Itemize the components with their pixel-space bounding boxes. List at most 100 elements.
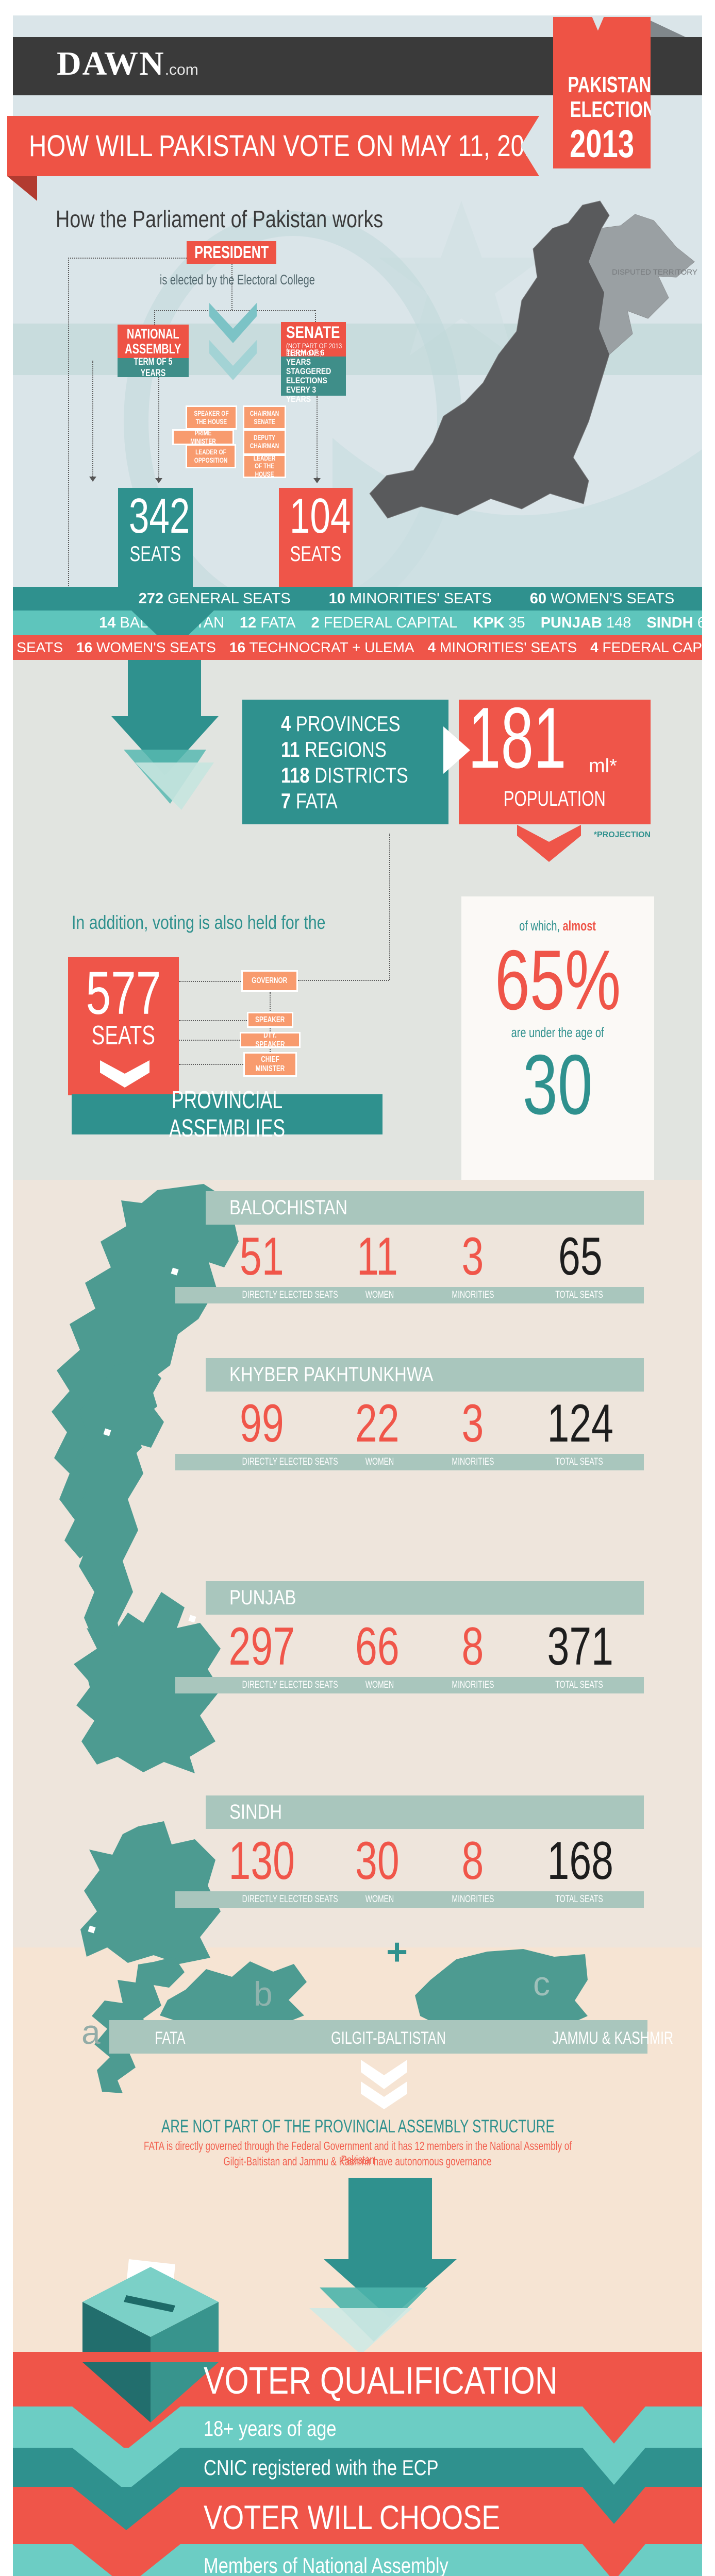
punjab-minorities: 8 [461, 1617, 484, 1676]
jammu-kashmir-map [415, 1949, 588, 2039]
elected-by-text: is elected by the Electoral College [129, 272, 345, 288]
population-value: 181 [468, 689, 567, 786]
dash-577-dty [179, 1040, 240, 1041]
pa-official-chief-minister-label: CHIEF MINISTER [255, 1055, 285, 1073]
projection-footnote-text: *PROJECTION [593, 831, 651, 839]
age-prefix: of which, [519, 918, 560, 934]
senate-box: SENATE (NOT PART OF 2013 ELECTIONS) [281, 322, 346, 358]
regions-2-rest: FEDERAL CAPITAL [323, 614, 458, 631]
president-label: PRESIDENT [194, 242, 269, 262]
na-official-opposition-label: LEADER OF OPPOSITION [194, 447, 228, 464]
kpk-total: 124 [547, 1394, 614, 1453]
pa-official-chief-minister: CHIEF MINISTER [243, 1052, 297, 1077]
pakistan-map: DISPUTED TERRITORY [369, 200, 697, 519]
sindh-directly-elected: 130 [228, 1831, 295, 1891]
regions-4-bold: PUNJAB [540, 614, 602, 631]
na-term-box: TERM OF 5 YEARS [118, 357, 189, 379]
na-seats-block: 342 SEATS [118, 488, 193, 587]
pa-seats-block: 577 SEATS [68, 957, 179, 1095]
punjab-map [74, 1592, 221, 1773]
balochistan-labels-band: DIRECTLY ELECTED SEATS WOMEN MINORITIES … [175, 1287, 644, 1303]
regions-3-bold: KPK [473, 614, 505, 631]
kpk-women: 22 [355, 1394, 400, 1453]
bottom-teal-arrow [309, 2178, 457, 2354]
question-text: HOW WILL PAKISTAN VOTE ON MAY 11, 2013? [29, 129, 566, 163]
dawn-logo[interactable]: DAWN.com [57, 44, 198, 83]
provincial-assemblies-banner: PROVINCIAL ASSEMBLIES [72, 1087, 383, 1142]
dash-to-na [154, 310, 155, 325]
elected-by-label: is elected by the Electoral College [159, 272, 315, 287]
na-breakdown-band: 272 GENERAL SEATS 10 MINORITIES' SEATS 6… [13, 587, 702, 611]
addition-lead-text: In addition, voting is also held for the [72, 912, 381, 934]
na-arrow-notch [131, 611, 214, 650]
population-label: POPULATION [503, 786, 606, 810]
kpk-minorities: 3 [461, 1394, 484, 1453]
territory-letter-c: c [533, 1964, 550, 2003]
dawn-logo-text: DAWN [57, 45, 165, 82]
notch-3r [583, 2487, 645, 2524]
projection-footnote: *PROJECTION [547, 831, 651, 840]
section-title: How the Parliament of Pakistan works [56, 205, 455, 233]
punjab-name: PUNJAB [229, 1586, 296, 1609]
kpk-directly-elected: 99 [240, 1394, 284, 1453]
na-official-opposition: LEADER OF OPPOSITION [186, 444, 236, 468]
sen-bd-0-label: GENERAL SEATS [0, 639, 63, 655]
territory-jk-label: JAMMU & KASHMIR [552, 2028, 674, 2048]
senate-note: (NOT PART OF 2013 ELECTIONS) [286, 342, 342, 358]
age-middle: are under the age of [511, 1025, 604, 1040]
qualification-age-text: 18+ years of age [204, 2416, 337, 2441]
na-official-speaker: SPEAKER OF THE HOUSE [186, 405, 237, 430]
dash-t-bar [154, 310, 315, 311]
sindh-minorities: 8 [461, 1831, 484, 1891]
addition-lead-label: In addition, voting is also held for the [72, 912, 326, 933]
pa-official-governor-label: GOVERNOR [252, 976, 288, 986]
sen-bd-3-num: 4 [427, 639, 436, 655]
notch-4r [583, 2544, 645, 2576]
dash-president-left [68, 258, 187, 259]
dash-left-short-arrow [89, 477, 96, 482]
territories-note1: FATA is directly governed through the Fe… [48, 2139, 667, 2167]
sindh-map [80, 1821, 221, 1964]
sindh-name: SINDH [229, 1801, 282, 1823]
regions-1-rest: FATA [260, 614, 296, 631]
dash-president-down [231, 264, 232, 310]
crescent-decoration [332, 438, 702, 587]
regions-1-bold: 12 [239, 614, 257, 631]
admin-1-num: 11 [281, 737, 300, 761]
na-official-pm: PRIME MINISTER [172, 429, 234, 445]
na-official-speaker-label: SPEAKER OF THE HOUSE [194, 409, 229, 426]
territories-headline: ARE NOT PART OF THE PROVINCIAL ASSEMBLY … [74, 2116, 641, 2137]
territories-white-chevrons [361, 2060, 407, 2109]
senate-seats-label: SEATS [290, 541, 342, 566]
voter-qualification-title: VOTER QUALIFICATION [204, 2359, 635, 2402]
punjab-women: 66 [355, 1617, 400, 1676]
kpk-name: KHYBER PAKHTUNKHWA [229, 1363, 434, 1386]
dash-governor-link [298, 980, 389, 981]
dawn-logo-domain: .com [164, 61, 198, 78]
balochistan-header-band: BALOCHISTAN [206, 1191, 644, 1225]
population-unit: ml* [589, 755, 617, 777]
national-assembly-label: NATIONAL ASSEMBLY [125, 326, 181, 357]
dash-na-down-arrow [155, 478, 162, 483]
punjab-labels-band: DIRECTLY ELECTED SEATS WOMEN MINORITIES … [175, 1677, 644, 1693]
section-title-text: How the Parliament of Pakistan works [56, 206, 384, 232]
pa-seats-label: SEATS [91, 1021, 156, 1050]
dash-577-speaker [179, 1020, 247, 1021]
na-breakdown-2-num: 60 [529, 590, 546, 607]
dash-governor-up [389, 834, 390, 980]
na-breakdown-1-num: 10 [328, 590, 345, 607]
notch-4l [72, 2544, 180, 2576]
voter-will-choose-title-text: VOTER WILL CHOOSE [204, 2498, 501, 2536]
admin-2-num: 118 [281, 763, 310, 787]
dash-na-down [158, 377, 159, 478]
na-breakdown-1-label: MINORITIES' SEATS [350, 590, 492, 607]
regions-breakdown-band: 14 BALOCHISTAN 12 FATA 2 FEDERAL CAPITAL… [13, 611, 714, 635]
dash-left-short [92, 361, 93, 477]
qualification-cnic-text: CNIC registered with the ECP [204, 2455, 439, 2480]
admin-3-num: 7 [281, 789, 291, 813]
president-chevron-arrows [209, 303, 257, 380]
admin-0-label: PROVINCES [295, 711, 401, 736]
territories-headline-text: ARE NOT PART OF THE PROVINCIAL ASSEMBLY … [161, 2116, 555, 2137]
sindh-total: 168 [547, 1831, 614, 1891]
elections-ribbon: PAKISTAN ELECTIONS 2013 [553, 17, 651, 168]
